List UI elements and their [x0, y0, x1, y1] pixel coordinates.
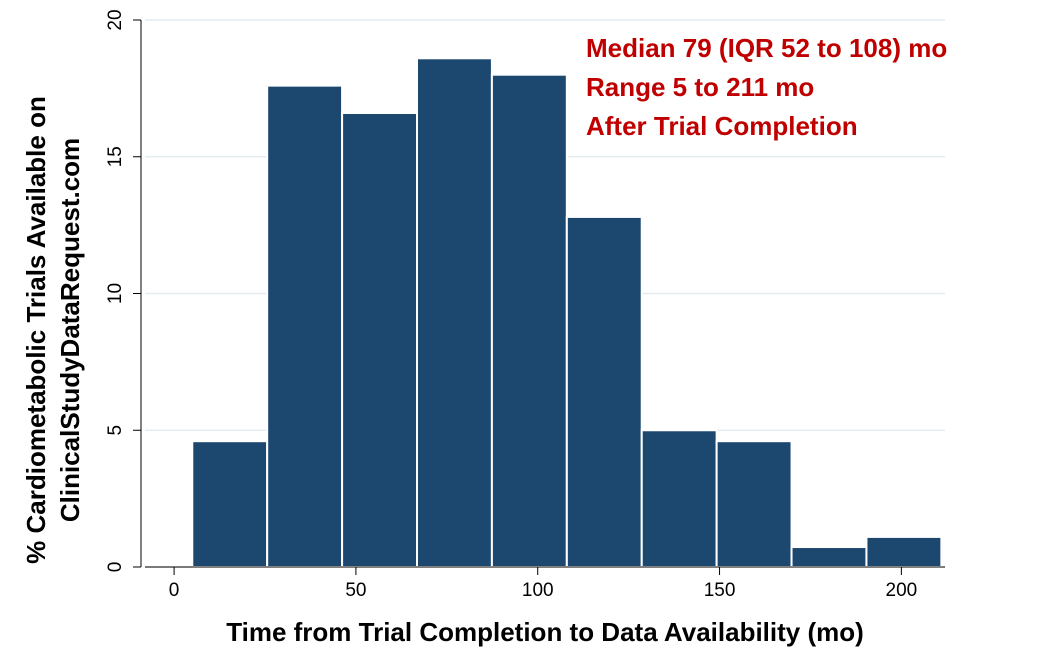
y-tick-label: 10: [105, 283, 126, 304]
y-tick-label: 5: [105, 425, 126, 436]
bar: [715, 440, 793, 568]
bar: [341, 111, 418, 569]
x-tick-label: 150: [704, 580, 736, 601]
bar: [865, 535, 943, 568]
bar: [191, 440, 269, 568]
x-tick-label: 100: [522, 580, 554, 601]
y-tick-label: 20: [105, 9, 126, 30]
bar: [565, 215, 643, 568]
y-tick-label: 0: [105, 562, 126, 573]
bar: [490, 73, 568, 568]
y-axis-title: ClinicalStudyDataRequest.com: [55, 138, 85, 522]
annotation: Range 5 to 211 mo: [586, 72, 814, 102]
bar: [416, 57, 493, 568]
x-tick-label: 0: [169, 580, 180, 601]
y-tick-label: 15: [105, 146, 126, 167]
bar: [640, 429, 718, 568]
x-tick-label: 200: [886, 580, 918, 601]
y-axis-title: % Cardiometabolic Trials Available on: [21, 96, 51, 564]
bar: [790, 546, 868, 568]
annotation: Median 79 (IQR 52 to 108) mo: [586, 33, 947, 63]
bar: [266, 84, 344, 568]
x-tick-label: 50: [345, 580, 366, 601]
x-axis-title: Time from Trial Completion to Data Avail…: [226, 617, 864, 647]
annotation: After Trial Completion: [586, 111, 858, 141]
